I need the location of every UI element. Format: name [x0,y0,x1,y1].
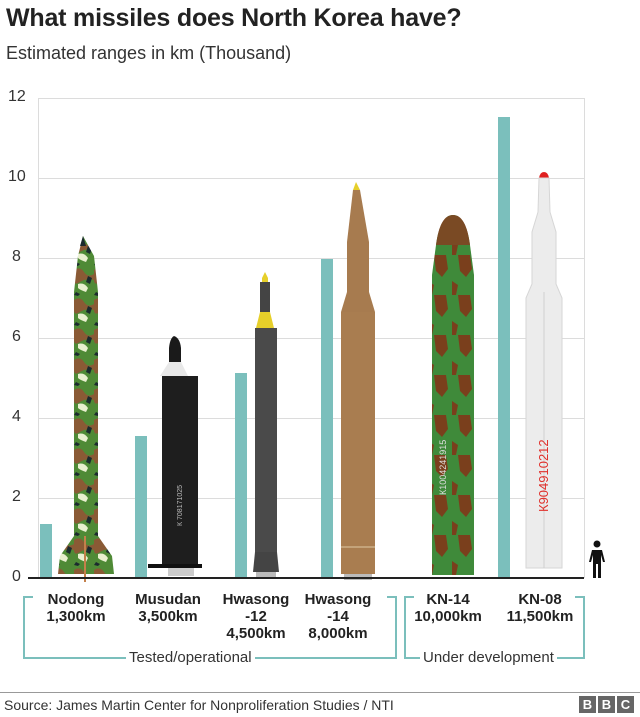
chart-subtitle: Estimated ranges in km (Thousand) [6,43,292,63]
bar-hwasong-14 [321,259,333,578]
label-range: 4,500km [226,625,286,642]
label-kn-14: KN-14 10,000km [408,591,488,625]
label-range: 10,000km [414,608,482,625]
y-axis-line [38,98,39,578]
kn-08-missile-icon: К904910212 [525,172,563,569]
footer-divider [0,692,640,693]
y-tick-6: 6 [12,328,21,345]
label-hwasong-12: Hwasong -12 4,500km [218,591,294,642]
label-name: Hwasong [222,591,290,608]
gridline [38,98,584,99]
bar-musudan [135,436,147,578]
label-name: Musudan [135,591,201,608]
bracket-tick [387,596,397,598]
label-hwasong-14: Hwasong -14 8,000km [300,591,376,642]
y-tick-12: 12 [8,88,26,105]
label-range: 1,300km [46,608,106,625]
right-border-line [584,98,585,578]
gridline [38,178,584,179]
gridline [38,258,584,259]
bar-hwasong-12 [235,373,247,578]
bar-nodong [40,524,52,578]
logo-letter: B [579,696,596,713]
y-tick-8: 8 [12,248,21,265]
logo-letter: B [598,696,615,713]
svg-text:К1004241915: К1004241915 [438,440,448,495]
gridline [38,498,584,499]
label-kn-08: KN-08 11,500km [500,591,580,625]
hwasong-14-missile-icon [341,182,375,580]
x-axis-baseline [28,577,584,579]
svg-text:К 708171025: К 708171025 [177,485,184,526]
label-nodong: Nodong 1,300km [38,591,114,625]
label-name: KN-08 [518,591,562,608]
label-name-suffix: -14 [327,608,349,625]
label-musudan: Musudan 3,500km [128,591,208,625]
label-name: Hwasong [304,591,372,608]
kn-14-missile-icon: К1004241915 [432,215,474,575]
label-name: KN-14 [426,591,470,608]
label-range: 11,500km [506,608,574,625]
gridline [38,338,584,339]
label-range: 3,500km [138,608,198,625]
bracket-tick [23,596,33,598]
source-text: Source: James Martin Center for Nonproli… [4,697,394,713]
chart-title: What missiles does North Korea have? [6,4,462,32]
label-name: Nodong [47,591,105,608]
bbc-logo: B B C [579,696,634,713]
bar-kn-08 [498,117,510,578]
gridline [38,418,584,419]
logo-letter: C [617,696,634,713]
tested-group-label: Tested/operational [126,649,255,666]
bracket-tick [404,596,414,598]
label-name-suffix: -12 [245,608,267,625]
label-range: 8,000km [308,625,368,642]
y-tick-10: 10 [8,168,26,185]
nodong-missile-icon [58,236,114,582]
y-tick-0: 0 [12,568,21,585]
y-tick-2: 2 [12,488,21,505]
development-group-label: Under development [420,649,557,666]
hwasong-12-missile-icon [253,272,279,578]
svg-text:К904910212: К904910212 [536,439,551,512]
musudan-missile-icon: К 708171025 [148,336,202,576]
person-scale-icon [589,540,605,578]
bracket-tick [575,596,585,598]
y-tick-4: 4 [12,408,21,425]
